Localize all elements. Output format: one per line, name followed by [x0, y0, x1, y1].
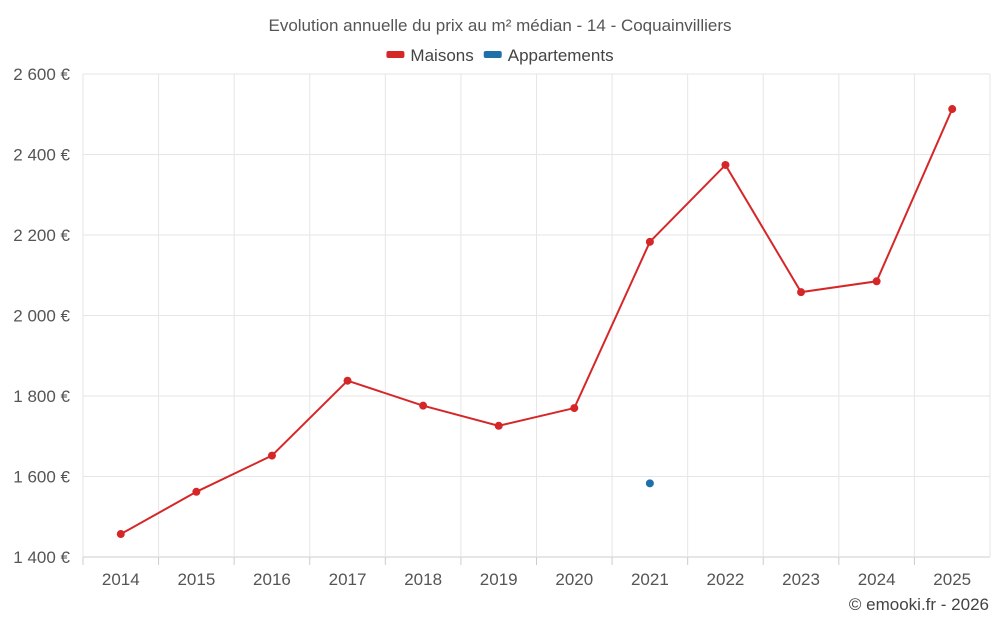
- chart-grid: [82, 73, 991, 558]
- series-maisons: [116, 105, 957, 539]
- data-point[interactable]: [645, 237, 654, 246]
- x-tick-label: 2021: [631, 570, 669, 589]
- y-tick-label: 2 600 €: [13, 65, 70, 84]
- y-tick-label: 2 200 €: [13, 226, 70, 245]
- legend-swatch: [386, 51, 405, 58]
- x-tick-label: 2017: [329, 570, 367, 589]
- chart-series: [116, 105, 957, 539]
- series-appartements: [645, 479, 654, 488]
- y-axis: 1 400 € 1 600 € 1 800 € 2 000 € 2 200 € 2 400…: [13, 65, 70, 567]
- legend-item-appartements[interactable]: Appartements: [483, 46, 614, 65]
- credit-text: © emooki.fr - 2026: [849, 595, 989, 614]
- data-point[interactable]: [343, 376, 352, 385]
- data-point[interactable]: [570, 404, 579, 413]
- data-point[interactable]: [267, 451, 276, 460]
- x-tick-label: 2019: [480, 570, 518, 589]
- x-tick-label: 2025: [933, 570, 971, 589]
- data-point[interactable]: [116, 530, 125, 539]
- data-point[interactable]: [494, 421, 503, 430]
- x-tick-label: 2024: [858, 570, 896, 589]
- x-tick-label: 2022: [707, 570, 745, 589]
- chart-legend: Maisons Appartements: [386, 46, 614, 65]
- y-tick-label: 1 400 €: [13, 548, 70, 567]
- x-tick-label: 2015: [177, 570, 215, 589]
- y-tick-label: 1 600 €: [13, 468, 70, 487]
- x-tick-label: 2018: [404, 570, 442, 589]
- y-tick-label: 1 800 €: [13, 387, 70, 406]
- data-point[interactable]: [872, 277, 881, 286]
- x-tick-label: 2016: [253, 570, 291, 589]
- x-axis: 2014 2015 2016 2017 2018 2019 2020 2021 2022 2023…: [82, 557, 971, 589]
- data-point[interactable]: [192, 487, 201, 496]
- data-point[interactable]: [797, 288, 806, 297]
- data-point[interactable]: [645, 479, 654, 488]
- x-tick-label: 2014: [102, 570, 140, 589]
- legend-item-maisons[interactable]: Maisons: [386, 46, 474, 65]
- data-point[interactable]: [419, 401, 428, 410]
- y-tick-label: 2 400 €: [13, 146, 70, 165]
- legend-swatch: [483, 51, 502, 58]
- chart-title: Evolution annuelle du prix au m² médian …: [268, 16, 731, 35]
- series-line: [120, 108, 954, 535]
- x-tick-label: 2020: [555, 570, 593, 589]
- data-point[interactable]: [948, 105, 957, 114]
- y-tick-label: 2 000 €: [13, 307, 70, 326]
- x-tick-label: 2023: [782, 570, 820, 589]
- legend-label: Maisons: [410, 46, 473, 65]
- legend-label: Appartements: [508, 46, 614, 65]
- data-point[interactable]: [721, 160, 730, 169]
